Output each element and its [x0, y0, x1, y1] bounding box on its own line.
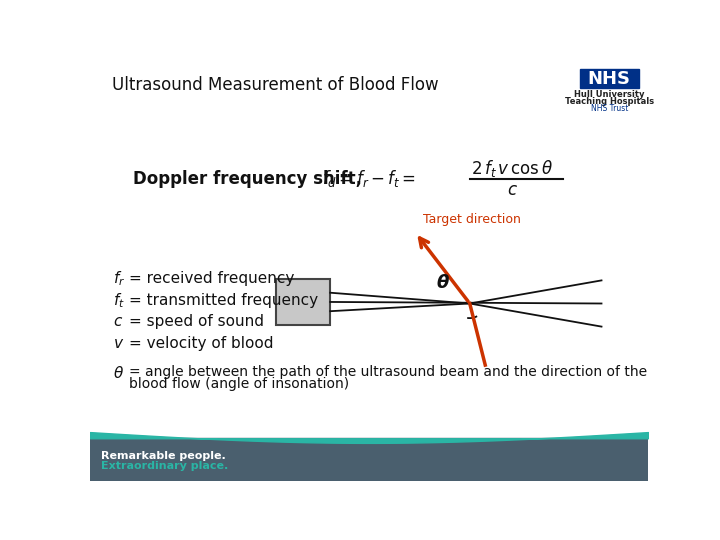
Text: = transmitted frequency: = transmitted frequency: [129, 293, 318, 308]
Text: $c$: $c$: [113, 314, 123, 329]
Text: = angle between the path of the ultrasound beam and the direction of the: = angle between the path of the ultrasou…: [129, 365, 647, 379]
Text: Remarkable people.: Remarkable people.: [101, 450, 225, 461]
Text: $c$: $c$: [507, 180, 518, 199]
Bar: [90, 438, 648, 481]
Text: $v$: $v$: [113, 336, 125, 351]
Text: Doppler frequency shift,: Doppler frequency shift,: [132, 170, 361, 188]
Text: = received frequency: = received frequency: [129, 272, 294, 286]
Text: Ultrasound Measurement of Blood Flow: Ultrasound Measurement of Blood Flow: [112, 76, 438, 94]
Text: $f_r$: $f_r$: [113, 269, 125, 288]
Text: $f_t$: $f_t$: [113, 291, 125, 310]
Bar: [276, 279, 330, 325]
Text: $\mathit{f}_d = \mathit{f}_r - \mathit{f}_t =$: $\mathit{f}_d = \mathit{f}_r - \mathit{f…: [323, 168, 416, 189]
Text: $2\,\mathit{f}_t\,v\,\cos\theta$: $2\,\mathit{f}_t\,v\,\cos\theta$: [472, 158, 554, 179]
Text: NHS Trust: NHS Trust: [590, 104, 628, 113]
Text: Hull University: Hull University: [574, 90, 644, 99]
Text: Extraordinary place.: Extraordinary place.: [101, 461, 228, 470]
Text: blood flow (angle of insonation): blood flow (angle of insonation): [129, 377, 349, 392]
Text: NHS: NHS: [588, 70, 631, 87]
Text: = speed of sound: = speed of sound: [129, 314, 264, 329]
Text: = velocity of blood: = velocity of blood: [129, 336, 274, 351]
Text: $\theta$: $\theta$: [113, 365, 125, 381]
Text: Teaching Hospitals: Teaching Hospitals: [564, 97, 654, 106]
Text: Target direction: Target direction: [423, 213, 521, 226]
Text: $\boldsymbol{\theta}$: $\boldsymbol{\theta}$: [436, 274, 449, 292]
Bar: [580, 70, 639, 88]
